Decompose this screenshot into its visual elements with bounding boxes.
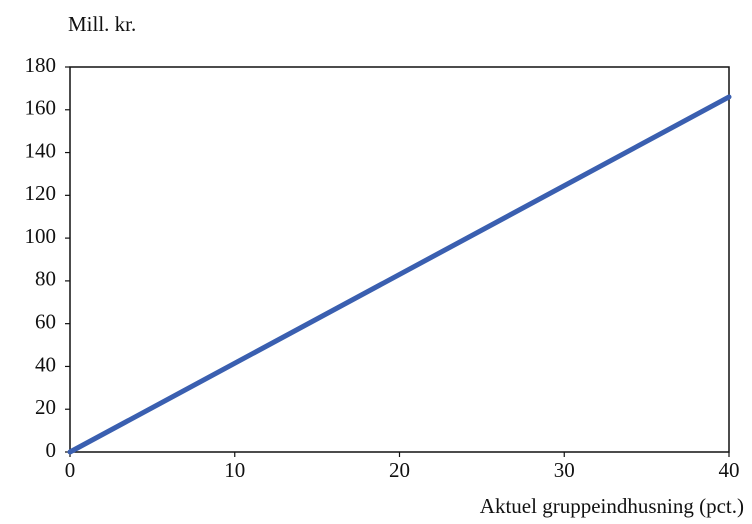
y-tick-label: 180 — [25, 53, 57, 77]
y-tick-label: 0 — [46, 438, 57, 462]
y-tick-label: 120 — [25, 181, 57, 205]
y-tick-label: 80 — [35, 267, 56, 291]
x-tick-label: 30 — [554, 458, 575, 482]
x-tick-label: 20 — [389, 458, 410, 482]
y-tick-label: 160 — [25, 96, 57, 120]
x-tick-label: 0 — [65, 458, 76, 482]
y-tick-label: 40 — [35, 352, 56, 376]
y-tick-label: 60 — [35, 309, 56, 333]
plot-frame — [69, 66, 730, 453]
y-tick-label: 140 — [25, 138, 57, 162]
x-axis-label: Aktuel gruppeindhusning (pct.) — [480, 494, 744, 518]
line — [67, 94, 732, 455]
y-tick-label: 20 — [35, 395, 56, 419]
x-tick-label: 40 — [719, 458, 740, 482]
y-axis-label: Mill. kr. — [68, 12, 136, 36]
x-tick-label: 10 — [224, 458, 245, 482]
y-tick-label: 100 — [25, 224, 57, 248]
